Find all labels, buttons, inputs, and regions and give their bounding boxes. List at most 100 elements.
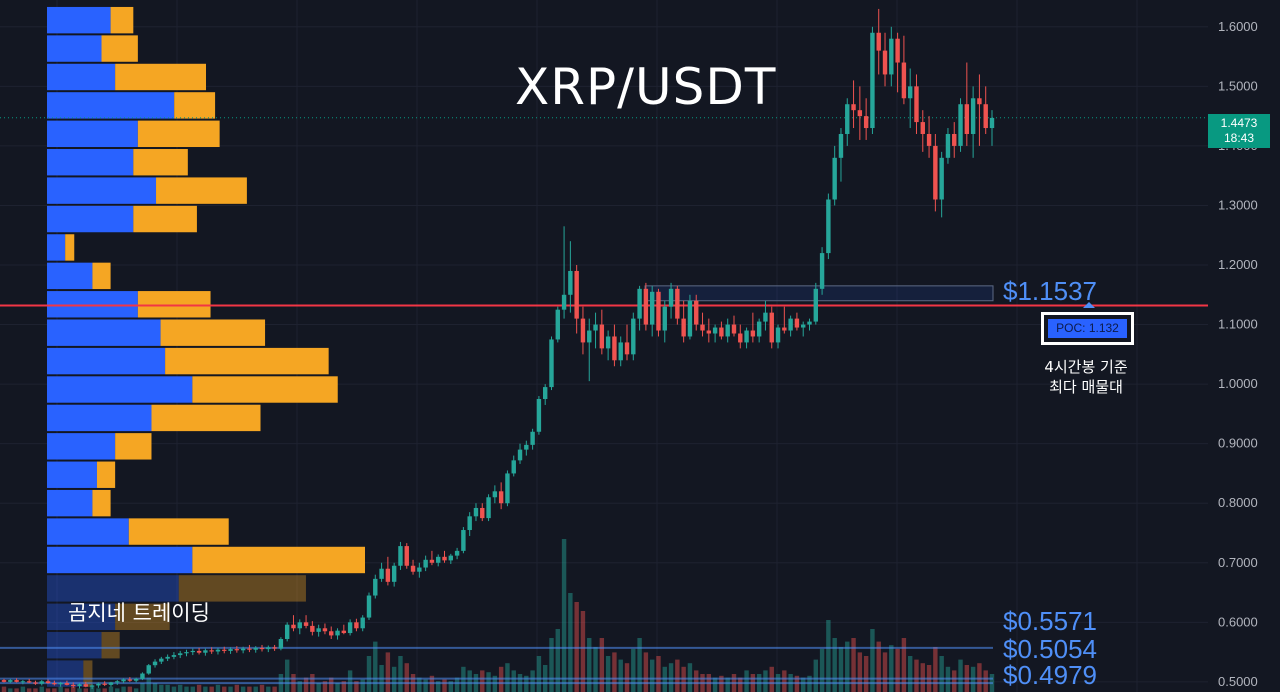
candle-body — [725, 324, 730, 337]
candle-body — [706, 330, 712, 334]
candle-body — [272, 647, 277, 649]
volume-bar — [738, 677, 743, 692]
candle-body — [26, 681, 32, 683]
profile-buy-bar — [47, 35, 102, 62]
profile-buy-bar — [47, 489, 93, 517]
volume-bar — [511, 670, 516, 692]
volume-bar — [593, 647, 598, 692]
volume-bar — [624, 663, 630, 692]
volume-bar — [64, 688, 70, 692]
candle-body — [316, 628, 321, 632]
volume-bar — [240, 686, 246, 692]
candle-body — [140, 673, 145, 679]
volume-bar — [26, 688, 32, 692]
profile-buy-bar — [47, 404, 152, 432]
volume-bar — [637, 638, 642, 692]
volume-bar — [605, 656, 611, 692]
candle-body — [442, 556, 447, 561]
price-axis-tick: 1.6000 — [1218, 19, 1258, 34]
volume-bar — [436, 681, 441, 692]
volume-bar — [649, 659, 655, 692]
poc-zone-box — [644, 285, 994, 302]
profile-sell-bar — [133, 205, 197, 233]
volume-bar — [643, 652, 649, 692]
volume-bar — [782, 670, 787, 692]
candle-body — [694, 300, 699, 325]
candle-body — [863, 116, 869, 129]
volume-bar — [536, 656, 542, 692]
candle-body — [297, 622, 302, 629]
candle-body — [228, 649, 233, 651]
horizontal-levels — [0, 117, 1208, 685]
candle-body — [939, 157, 944, 200]
volume-bar — [977, 663, 982, 692]
candle-body — [354, 622, 359, 629]
candle-body — [832, 157, 837, 200]
profile-buy-bar — [47, 6, 111, 34]
candle-body — [637, 288, 642, 319]
candle-body — [329, 631, 334, 636]
volume-bar — [467, 670, 472, 692]
bar-countdown: 18:43 — [1223, 131, 1255, 145]
candle-body — [20, 681, 26, 683]
volume-bar — [77, 688, 82, 692]
candle-body — [83, 684, 89, 687]
candle-body — [58, 683, 63, 685]
profile-buy-bar — [47, 376, 193, 403]
candle-body — [977, 98, 982, 105]
candle-body — [77, 684, 82, 687]
volume-bar — [505, 663, 510, 692]
profile-buy-bar — [47, 461, 97, 488]
profile-sell-bar — [96, 461, 116, 488]
volume-bar — [763, 670, 768, 692]
candle-body — [253, 647, 258, 650]
profile-buy-bar — [47, 262, 93, 290]
volume-bar — [907, 656, 913, 692]
volume-bar — [222, 686, 227, 692]
volume-bar — [580, 611, 586, 692]
candle-body — [914, 86, 919, 123]
candle-body — [845, 104, 850, 134]
volume-bar — [284, 659, 290, 692]
volume-bar — [184, 686, 189, 692]
volume-bar — [354, 681, 359, 692]
candle-body — [429, 559, 435, 563]
candle-body — [278, 638, 284, 649]
volume-bar — [14, 688, 19, 692]
candle-body — [215, 649, 221, 652]
candle-body — [448, 555, 454, 561]
support-level-label-1: $0.5571 — [1003, 606, 1097, 636]
last-price-badge: 1.4473 18:43 — [1208, 114, 1270, 148]
candle-body — [511, 460, 516, 474]
volume-bar — [568, 593, 573, 692]
candle-body — [45, 681, 51, 684]
candle-body — [89, 685, 95, 687]
candle-body — [39, 681, 44, 684]
candle-body — [108, 682, 114, 685]
price-axis[interactable]: 1.60001.50001.40001.30001.20001.10001.00… — [1218, 19, 1258, 689]
volume-bar — [329, 677, 334, 692]
candle-body — [366, 595, 372, 618]
volume-bar — [228, 686, 233, 692]
volume-bar — [171, 686, 177, 692]
profile-buy-bar — [47, 120, 138, 148]
candle-body — [876, 32, 881, 51]
support-level-label-2: $0.5054 — [1003, 634, 1097, 664]
candle-body — [385, 568, 391, 582]
price-axis-tick: 0.9000 — [1218, 436, 1258, 451]
volume-bar — [266, 686, 271, 692]
volume-bar — [668, 663, 674, 692]
volume-bar — [71, 686, 76, 692]
volume-bar — [845, 641, 850, 692]
volume-bar — [863, 656, 869, 692]
volume-bar — [530, 670, 535, 692]
volume-bar — [857, 652, 863, 692]
candle-body — [234, 649, 240, 651]
candle-body — [681, 318, 686, 337]
candle-body — [769, 312, 774, 343]
candle-body — [52, 683, 57, 685]
candle-body — [763, 312, 768, 322]
volume-bar — [876, 641, 881, 692]
volume-bar — [555, 629, 560, 692]
